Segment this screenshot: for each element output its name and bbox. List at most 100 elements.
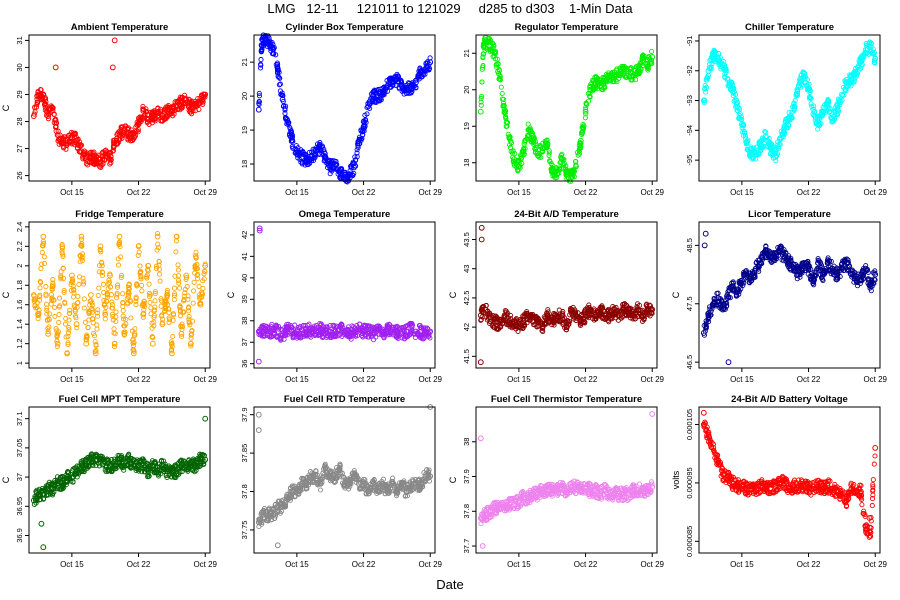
data-cloud — [256, 320, 433, 343]
data-point — [821, 108, 827, 115]
data-point — [40, 91, 47, 98]
data-point — [202, 262, 209, 269]
data-point — [107, 272, 113, 279]
data-point — [109, 302, 115, 308]
data-point — [483, 39, 490, 46]
data-point — [86, 310, 92, 316]
data-point — [159, 118, 165, 124]
data-point — [130, 134, 137, 141]
data-point — [139, 282, 145, 288]
x-tick-label: Oct 29 — [863, 375, 887, 384]
data-point — [143, 108, 149, 115]
data-point — [126, 286, 132, 292]
data-series — [255, 35, 434, 181]
data-point — [44, 305, 50, 311]
data-point — [573, 163, 579, 170]
data-point — [69, 134, 75, 141]
data-point — [715, 50, 721, 56]
data-point — [801, 79, 807, 86]
data-point — [114, 284, 121, 290]
data-point — [487, 43, 494, 49]
data-cloud — [701, 39, 878, 164]
data-point — [294, 147, 300, 154]
data-point — [554, 170, 560, 177]
data-point — [201, 276, 207, 282]
data-point — [180, 309, 187, 315]
data-point — [99, 259, 105, 265]
data-point — [739, 121, 745, 128]
outlier-point — [725, 359, 732, 366]
y-tick-label: 26 — [15, 171, 24, 179]
data-point — [169, 341, 175, 347]
data-point — [100, 281, 107, 287]
data-point — [103, 147, 109, 153]
data-point — [65, 330, 72, 336]
data-point — [55, 128, 61, 134]
data-point — [839, 91, 845, 98]
data-point — [189, 328, 195, 334]
x-tick-label: Oct 22 — [574, 375, 598, 384]
data-point — [178, 99, 185, 106]
data-point — [871, 59, 877, 66]
data-point — [45, 113, 51, 119]
y-tick-label: 18 — [240, 160, 249, 168]
data-point — [500, 100, 506, 106]
data-point — [596, 83, 603, 89]
data-point — [155, 241, 161, 247]
data-point — [130, 350, 137, 357]
data-point — [495, 61, 501, 67]
data-point — [285, 120, 291, 126]
data-point — [501, 108, 508, 115]
data-point — [157, 278, 163, 284]
data-point — [176, 280, 182, 286]
data-point — [45, 328, 51, 334]
data-point — [525, 121, 531, 127]
data-point — [374, 93, 381, 99]
data-point — [384, 83, 391, 89]
data-point — [99, 162, 105, 168]
y-tick-label: -91 — [685, 36, 694, 47]
outlier-point — [52, 64, 59, 71]
data-point — [517, 165, 523, 171]
data-point — [110, 305, 116, 311]
data-point — [64, 140, 70, 147]
data-point — [385, 80, 391, 86]
data-point — [276, 69, 282, 75]
data-point — [38, 266, 44, 272]
data-point — [67, 310, 73, 317]
data-point — [191, 279, 197, 285]
outlier-point — [111, 37, 118, 44]
data-point — [107, 156, 113, 163]
data-point — [496, 75, 503, 82]
data-point — [258, 57, 264, 63]
data-point — [188, 105, 194, 111]
data-point — [258, 62, 264, 68]
data-point — [67, 307, 73, 313]
data-point — [121, 331, 128, 337]
data-point — [808, 95, 814, 102]
data-point — [120, 291, 126, 297]
data-point — [65, 340, 71, 346]
data-point — [763, 134, 770, 140]
data-point — [156, 271, 162, 277]
chart-title: Fuel Cell MPT Temperature — [59, 394, 181, 405]
y-tick-label: 31 — [15, 36, 24, 44]
data-point — [811, 103, 817, 109]
data-point — [156, 259, 162, 265]
data-point — [740, 123, 747, 129]
plot-frame — [698, 221, 881, 369]
data-point — [44, 311, 50, 317]
data-point — [632, 67, 638, 74]
data-point — [628, 65, 634, 71]
data-point — [422, 66, 429, 72]
data-point — [141, 302, 147, 308]
data-series — [30, 233, 209, 357]
data-point — [97, 246, 103, 253]
data-point — [79, 258, 86, 264]
data-point — [777, 141, 783, 148]
data-point — [480, 64, 486, 70]
data-point — [625, 68, 632, 75]
data-point — [274, 66, 281, 72]
data-point — [824, 100, 831, 107]
